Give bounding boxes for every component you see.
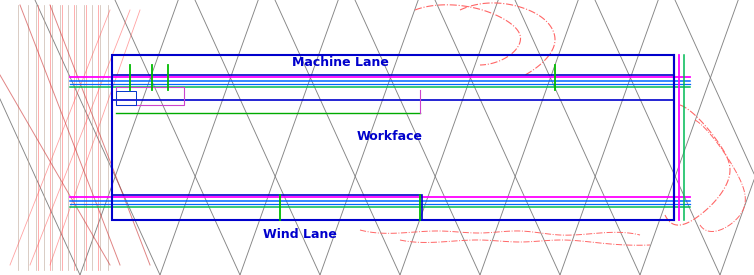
- Text: Machine Lane: Machine Lane: [292, 56, 388, 68]
- Bar: [112, 195, 422, 220]
- Bar: [112, 55, 674, 220]
- Text: Workface: Workface: [357, 131, 423, 144]
- Bar: [116, 91, 136, 105]
- Bar: [116, 87, 184, 105]
- Text: Wind Lane: Wind Lane: [263, 229, 337, 241]
- Bar: [112, 75, 674, 100]
